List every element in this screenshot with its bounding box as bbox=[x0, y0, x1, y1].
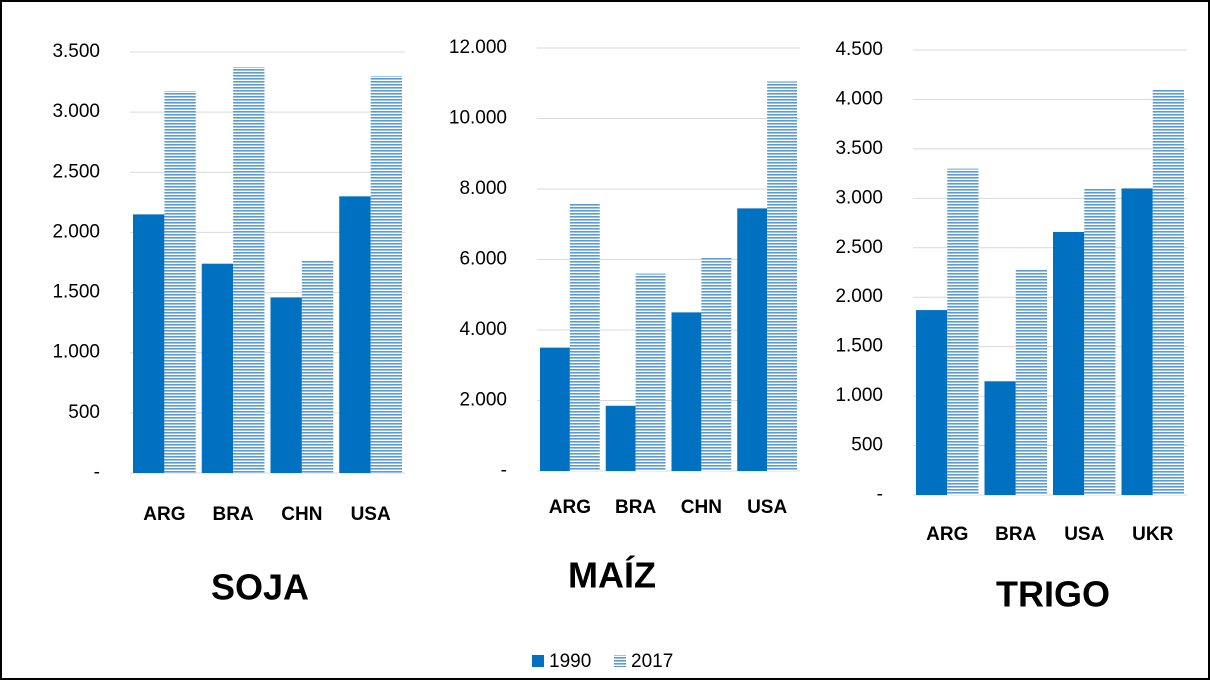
bar bbox=[605, 405, 636, 471]
legend-label: 2017 bbox=[631, 651, 673, 672]
y-tick-label: 10.000 bbox=[449, 108, 507, 129]
x-tick-label: USA bbox=[1064, 524, 1104, 545]
y-tick-label: 12.000 bbox=[449, 37, 507, 58]
y-tick-label: 2.500 bbox=[835, 237, 883, 258]
x-tick-label: BRA bbox=[995, 524, 1036, 545]
y-tick-label: 2.500 bbox=[52, 161, 100, 182]
x-tick-label: ARG bbox=[143, 504, 185, 525]
bar bbox=[701, 257, 732, 471]
bar bbox=[133, 214, 165, 473]
x-tick-label: ARG bbox=[926, 524, 968, 545]
bar bbox=[301, 260, 334, 473]
y-tick-label: 4.000 bbox=[835, 88, 883, 109]
bar bbox=[916, 310, 948, 495]
y-tick-label: 3.000 bbox=[835, 187, 883, 208]
bar bbox=[767, 81, 797, 472]
bar bbox=[737, 208, 768, 471]
x-tick-label: USA bbox=[747, 497, 787, 518]
x-tick-label: CHN bbox=[681, 497, 722, 518]
bar bbox=[984, 381, 1016, 495]
y-tick-label: 2.000 bbox=[459, 390, 507, 411]
y-tick-label: 4.500 bbox=[835, 39, 883, 60]
bar bbox=[947, 168, 979, 495]
y-tick-label: 500 bbox=[851, 435, 883, 456]
y-tick-label: 4.000 bbox=[459, 319, 507, 340]
bar bbox=[1084, 188, 1116, 495]
y-tick-label: 3.000 bbox=[52, 101, 100, 122]
y-tick-label: 500 bbox=[68, 402, 100, 423]
bar bbox=[1121, 188, 1153, 495]
bar bbox=[233, 67, 265, 474]
legend-swatch bbox=[532, 655, 544, 667]
bar bbox=[569, 203, 600, 471]
x-tick-label: ARG bbox=[549, 497, 591, 518]
bar bbox=[1015, 269, 1047, 495]
y-tick-label: - bbox=[94, 462, 100, 483]
y-tick-label: 2.000 bbox=[52, 221, 100, 242]
legend-swatch bbox=[614, 655, 626, 667]
bar bbox=[270, 297, 302, 473]
chart-title: SOJA bbox=[211, 567, 309, 608]
bar bbox=[339, 196, 371, 474]
y-tick-label: 1.000 bbox=[835, 385, 883, 406]
y-tick-label: 1.500 bbox=[52, 282, 100, 303]
x-tick-label: BRA bbox=[615, 497, 656, 518]
bar bbox=[164, 91, 196, 473]
bar bbox=[671, 312, 702, 471]
bar bbox=[1152, 89, 1184, 496]
legend-label: 1990 bbox=[549, 651, 591, 672]
bar bbox=[635, 273, 666, 471]
y-tick-label: 1.500 bbox=[835, 336, 883, 357]
y-tick-label: - bbox=[877, 484, 883, 505]
bar bbox=[201, 263, 234, 473]
x-tick-label: USA bbox=[351, 504, 391, 525]
y-tick-label: 3.500 bbox=[835, 138, 883, 159]
y-tick-label: 1.000 bbox=[52, 342, 100, 363]
bar bbox=[370, 76, 402, 474]
y-tick-label: - bbox=[501, 460, 507, 481]
chart-title: MAÍZ bbox=[568, 555, 656, 596]
bar bbox=[1053, 231, 1085, 495]
x-tick-label: CHN bbox=[281, 504, 322, 525]
y-tick-label: 2.000 bbox=[835, 286, 883, 307]
y-tick-label: 8.000 bbox=[459, 178, 507, 199]
bar bbox=[540, 347, 570, 471]
x-tick-label: BRA bbox=[213, 504, 254, 525]
y-tick-label: 3.500 bbox=[52, 41, 100, 62]
chart-title: TRIGO bbox=[996, 574, 1110, 615]
y-tick-label: 6.000 bbox=[459, 249, 507, 270]
x-tick-label: UKR bbox=[1132, 524, 1173, 545]
